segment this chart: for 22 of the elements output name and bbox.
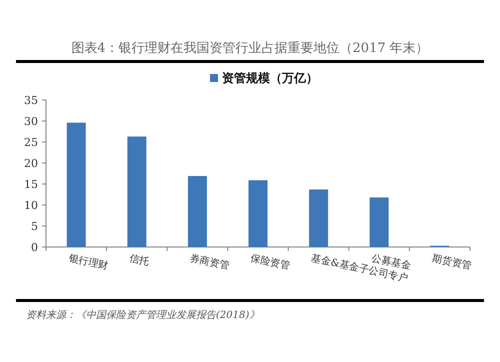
bar	[188, 176, 207, 247]
y-tick-label: 30	[24, 115, 38, 128]
y-tick-label: 25	[24, 136, 38, 149]
x-tick-label: 期货资管	[431, 252, 473, 272]
y-tick-label: 10	[24, 199, 38, 212]
x-tick-label: 券商资管	[188, 252, 230, 272]
x-tick-label: 信托	[128, 252, 150, 268]
x-tick-label: 银行理财	[66, 252, 110, 272]
y-tick-label: 5	[31, 220, 38, 233]
y-tick-label: 0	[31, 241, 38, 254]
bar	[309, 189, 328, 247]
legend-label: 资管规模（万亿）	[222, 71, 318, 85]
bar	[127, 136, 146, 247]
text: 资料来源：《中国保险资产管理业发展报告(2018)》	[26, 309, 260, 321]
chart-title: 图表4：银行理财在我国资管行业占据重要地位（2017 年末）	[71, 41, 429, 56]
y-tick-label: 35	[24, 94, 38, 107]
y-tick-label: 15	[24, 178, 38, 191]
bar	[66, 122, 86, 247]
x-tick-label: 保险资管	[249, 252, 291, 272]
bar	[248, 180, 268, 247]
bar	[370, 197, 389, 247]
y-tick-label: 20	[24, 157, 38, 170]
